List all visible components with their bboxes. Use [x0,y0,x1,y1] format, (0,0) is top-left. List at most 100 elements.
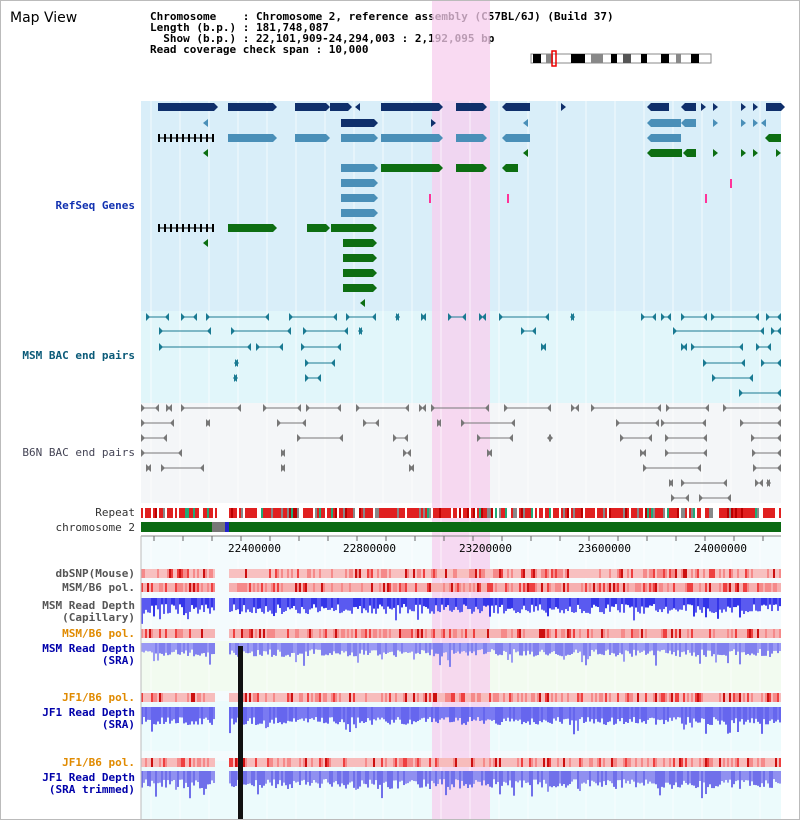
msm-sra-depth-bar [203,643,205,654]
repeat-element [563,508,565,518]
repeat-element [307,508,309,518]
msm-b6-pol-stripe [315,583,317,592]
gene-arrow [374,164,378,172]
jf1-sra-depth-bar [283,707,285,723]
jf1-b6-pol-trim-stripe [719,758,721,767]
jf1-sra-depth-bar [667,707,669,722]
msm-capillary-depth-bar [213,598,215,611]
jf1-trim-depth-bar [707,771,709,788]
jf1-sra-depth-bar [159,707,161,724]
repeat-element [241,508,243,518]
jf1-b6-pol-trim-stripe [349,758,351,767]
msm-b6-pol-sra-stripe [437,629,439,638]
jf1-b6-pol-trim-stripe [643,758,645,767]
jf1-b6-pol-trim-stripe [699,758,701,767]
label-msm-b6-pol[interactable]: MSM/B6 pol. [62,581,135,594]
jf1-sra-depth-bar [643,707,645,722]
dbsnp-stripe [537,569,539,578]
dbsnp-stripe [709,569,711,578]
msm-sra-depth-bar [655,643,657,666]
repeat-element [445,508,447,518]
label-refseq-genes[interactable]: RefSeq Genes [55,199,135,212]
msm-b6-pol-sra-stripe [409,629,411,638]
jf1-trim-depth-bar [779,771,781,784]
jf1-b6-pol-stripe [707,693,709,702]
label-jf1-b6-pol-trimmed[interactable]: JF1/B6 pol. [62,756,135,769]
label-repeat[interactable]: Repeat [95,506,135,519]
jf1-trim-depth-bar [663,771,665,788]
jf1-sra-depth-bar [161,707,163,718]
label-msm-read-depth-sra[interactable]: MSM Read Depth (SRA) [42,642,135,667]
msm-sra-depth-bar [397,643,399,651]
jf1-trim-depth-bar [449,771,451,790]
dbsnp-stripe [775,569,777,578]
bac-end-marker [655,419,659,427]
dbsnp-stripe [417,569,419,578]
jf1-b6-pol-stripe [559,693,561,702]
label-msm-read-depth-capillary[interactable]: MSM Read Depth (Capillary) [42,599,135,624]
msm-capillary-depth-bar [531,598,533,605]
label-jf1-read-depth-trimmed[interactable]: JF1 Read Depth (SRA trimmed) [42,771,135,796]
gene-feature [687,149,696,157]
bac-end-marker [699,494,703,502]
msm-b6-pol-sra-stripe [749,629,751,638]
label-dbsnp[interactable]: dbSNP(Mouse) [55,567,135,580]
msm-capillary-depth-bar [363,598,365,609]
jf1-b6-pol-stripe [713,693,715,702]
jf1-sra-depth-bar [431,707,433,723]
dbsnp-stripe [341,569,343,578]
gene-arrow [776,149,781,157]
jf1-b6-pol-stripe [501,693,503,702]
msm-b6-pol-sra-stripe [487,629,489,638]
jf1-b6-pol-stripe [473,693,475,702]
msm-b6-pol-stripe [467,583,469,592]
jf1-trim-depth-bar [555,771,557,788]
msm-capillary-depth-bar [187,598,189,620]
jf1-b6-pol-stripe [395,693,397,702]
label-chromosome[interactable]: chromosome 2 [55,521,135,534]
jf1-trim-depth-bar [535,771,537,780]
dbsnp-stripe [771,569,773,578]
repeat-element [557,508,559,518]
jf1-sra-depth-bar [411,707,413,725]
repeat-element [215,508,217,518]
jf1-trim-depth-bar [761,771,763,784]
jf1-trim-depth-bar [557,771,559,787]
msm-sra-depth-bar [301,643,303,654]
repeat-element [691,508,693,518]
jf1-sra-depth-bar [309,707,311,720]
jf1-b6-pol-trim-stripe [745,758,747,767]
repeat-element [415,508,417,518]
bac-end-marker [265,313,269,321]
msm-capillary-depth-bar [257,598,259,609]
jf1-b6-pol-trim-stripe [363,758,365,767]
jf1-b6-pol-stripe [449,693,451,702]
msm-b6-pol-stripe [605,583,607,592]
msm-b6-pol-stripe [555,583,557,592]
repeat-element [487,508,489,518]
msm-sra-depth-bar [679,643,681,657]
label-jf1-b6-pol[interactable]: JF1/B6 pol. [62,691,135,704]
msm-capillary-depth-bar [643,598,645,614]
jf1-sra-depth-bar [235,707,237,723]
msm-b6-pol-sra-stripe [759,629,761,638]
msm-sra-depth-bar [403,643,405,653]
msm-capillary-depth-bar [743,598,745,614]
jf1-b6-pol-stripe [731,693,733,702]
msm-sra-depth-bar [713,643,715,655]
jf1-b6-pol-trim-stripe [443,758,445,767]
label-jf1-read-depth-sra[interactable]: JF1 Read Depth (SRA) [42,706,135,731]
jf1-b6-pol-stripe [365,693,367,702]
jf1-trim-depth-bar [753,771,755,785]
label-msm-b6-pol-sra[interactable]: MSM/B6 pol. [62,627,135,640]
label-msm-bac[interactable]: MSM BAC end pairs [22,349,135,362]
msm-capillary-depth-bar [153,598,155,617]
repeat-element [569,508,571,518]
bac-end-marker [372,313,376,321]
jf1-sra-depth-bar [487,707,489,720]
msm-b6-pol-sra-stripe [735,629,737,638]
msm-b6-pol-sra-stripe [197,629,199,638]
label-b6n-bac[interactable]: B6N BAC end pairs [22,446,135,459]
dbsnp-stripe [213,569,215,578]
